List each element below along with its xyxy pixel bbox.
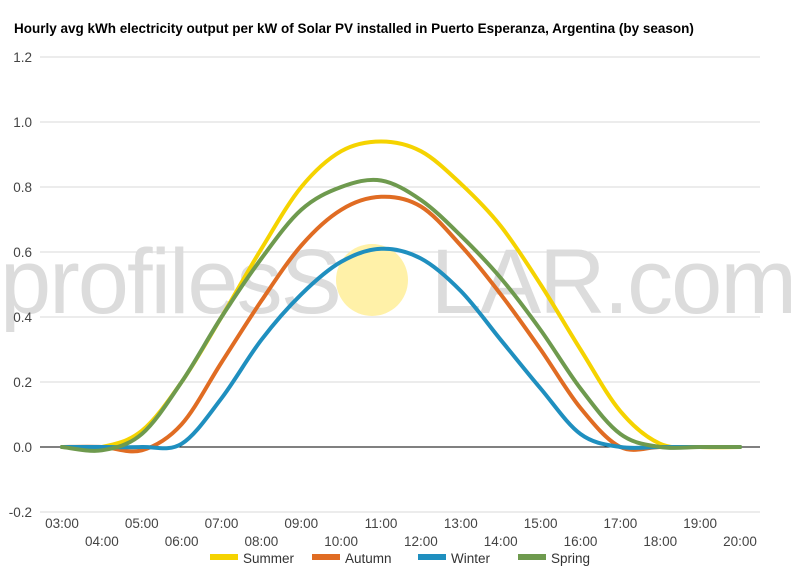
y-tick-label: 1.2 [13, 50, 32, 65]
x-tick-label: 10:00 [324, 534, 358, 549]
x-tick-label: 18:00 [643, 534, 677, 549]
x-axis-ticks: 03:00 04:00 05:00 06:00 07:00 08:00 09:00 10:00… [45, 516, 757, 549]
chart-title: Hourly avg kWh electricity output per kW… [14, 21, 694, 36]
series-lines [60, 139, 742, 454]
x-tick-label: 05:00 [125, 516, 159, 531]
x-tick-label: 09:00 [284, 516, 318, 531]
legend-label: Summer [243, 551, 295, 566]
y-tick-label: 1.0 [13, 115, 32, 130]
x-tick-label: 15:00 [524, 516, 558, 531]
x-tick-label: 16:00 [564, 534, 598, 549]
legend-label: Autumn [345, 551, 392, 566]
x-tick-label: 14:00 [484, 534, 518, 549]
x-tick-label: 20:00 [723, 534, 757, 549]
legend-swatch [418, 554, 446, 560]
y-tick-label: 0.4 [13, 310, 32, 325]
series-line-spring [60, 177, 742, 453]
y-tick-label: -0.2 [9, 505, 32, 520]
legend-item-spring: Spring [518, 551, 590, 566]
y-tick-label: 0.6 [13, 245, 32, 260]
watermark: profilesS LAR.com [0, 231, 797, 333]
legend: Summer Autumn Winter Spring [210, 551, 590, 566]
legend-swatch [518, 554, 546, 560]
series-line-winter [60, 246, 742, 451]
legend-label: Spring [551, 551, 590, 566]
x-tick-label: 11:00 [365, 516, 398, 531]
x-tick-label: 03:00 [45, 516, 79, 531]
legend-swatch [210, 554, 238, 560]
watermark-text-left: profilesS [0, 231, 340, 333]
x-tick-label: 17:00 [603, 516, 637, 531]
legend-item-autumn: Autumn [312, 551, 392, 566]
x-tick-label: 13:00 [444, 516, 478, 531]
watermark-sun-icon [336, 244, 408, 316]
y-tick-label: 0.2 [13, 375, 32, 390]
y-axis-ticks: -0.2 0.0 0.2 0.4 0.6 0.8 1.0 1.2 [9, 50, 33, 520]
legend-swatch [312, 554, 340, 560]
y-tick-label: 0.0 [13, 440, 32, 455]
legend-item-summer: Summer [210, 551, 295, 566]
x-tick-label: 08:00 [245, 534, 279, 549]
legend-label: Winter [451, 551, 491, 566]
x-tick-label: 19:00 [683, 516, 717, 531]
x-tick-label: 07:00 [205, 516, 239, 531]
x-tick-label: 06:00 [165, 534, 199, 549]
y-tick-label: 0.8 [13, 180, 32, 195]
x-tick-label: 04:00 [85, 534, 119, 549]
legend-item-winter: Winter [418, 551, 491, 566]
x-tick-label: 12:00 [404, 534, 438, 549]
